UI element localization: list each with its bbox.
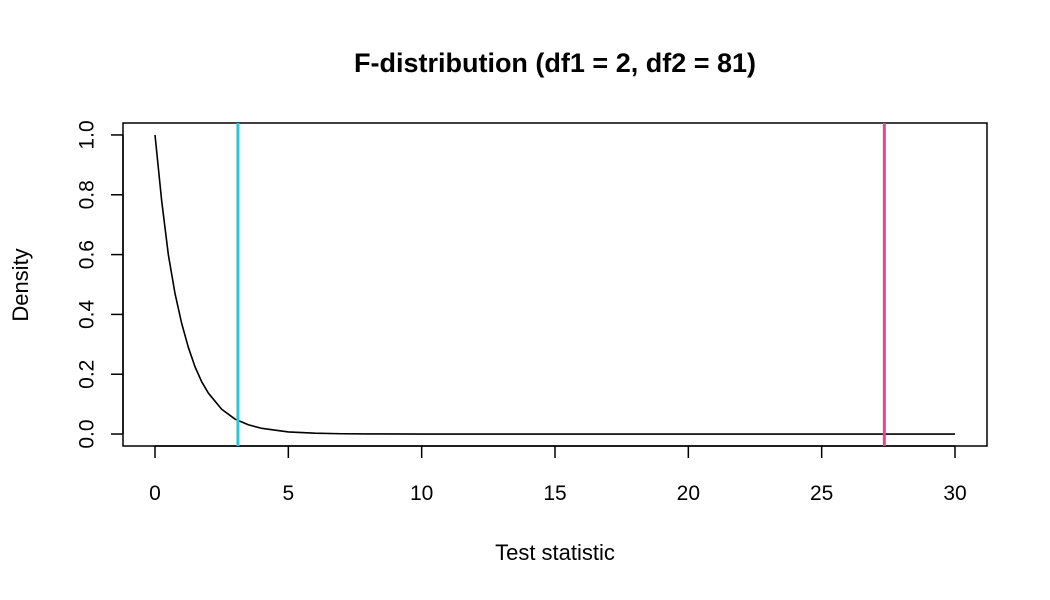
y-tick-label: 0.6 [76,240,99,269]
y-axis-title: Density [8,248,33,321]
density-curve [154,134,955,435]
y-tick-label: 1.0 [76,120,99,149]
chart-title: F-distribution (df1 = 2, df2 = 81) [354,48,756,78]
x-tick-label: 0 [149,482,161,505]
plot-area: 0 5 10 15 20 25 30 0.0 0.2 0.4 0.6 0.8 1.0 [76,120,988,505]
x-tick-label: 15 [543,482,566,505]
x-tick-label: 10 [410,482,433,505]
plot-frame [122,122,988,447]
y-tick-label: 0.4 [76,299,99,329]
y-tick-label: 0.0 [76,419,99,448]
x-axis-title: Test statistic [495,540,615,565]
x-tick-label: 25 [810,482,833,505]
y-tick-label: 0.8 [76,180,99,209]
x-tick-label: 30 [943,482,966,505]
x-tick-label: 5 [282,482,294,505]
x-tick-label: 20 [677,482,700,505]
y-tick-label: 0.2 [76,360,99,389]
